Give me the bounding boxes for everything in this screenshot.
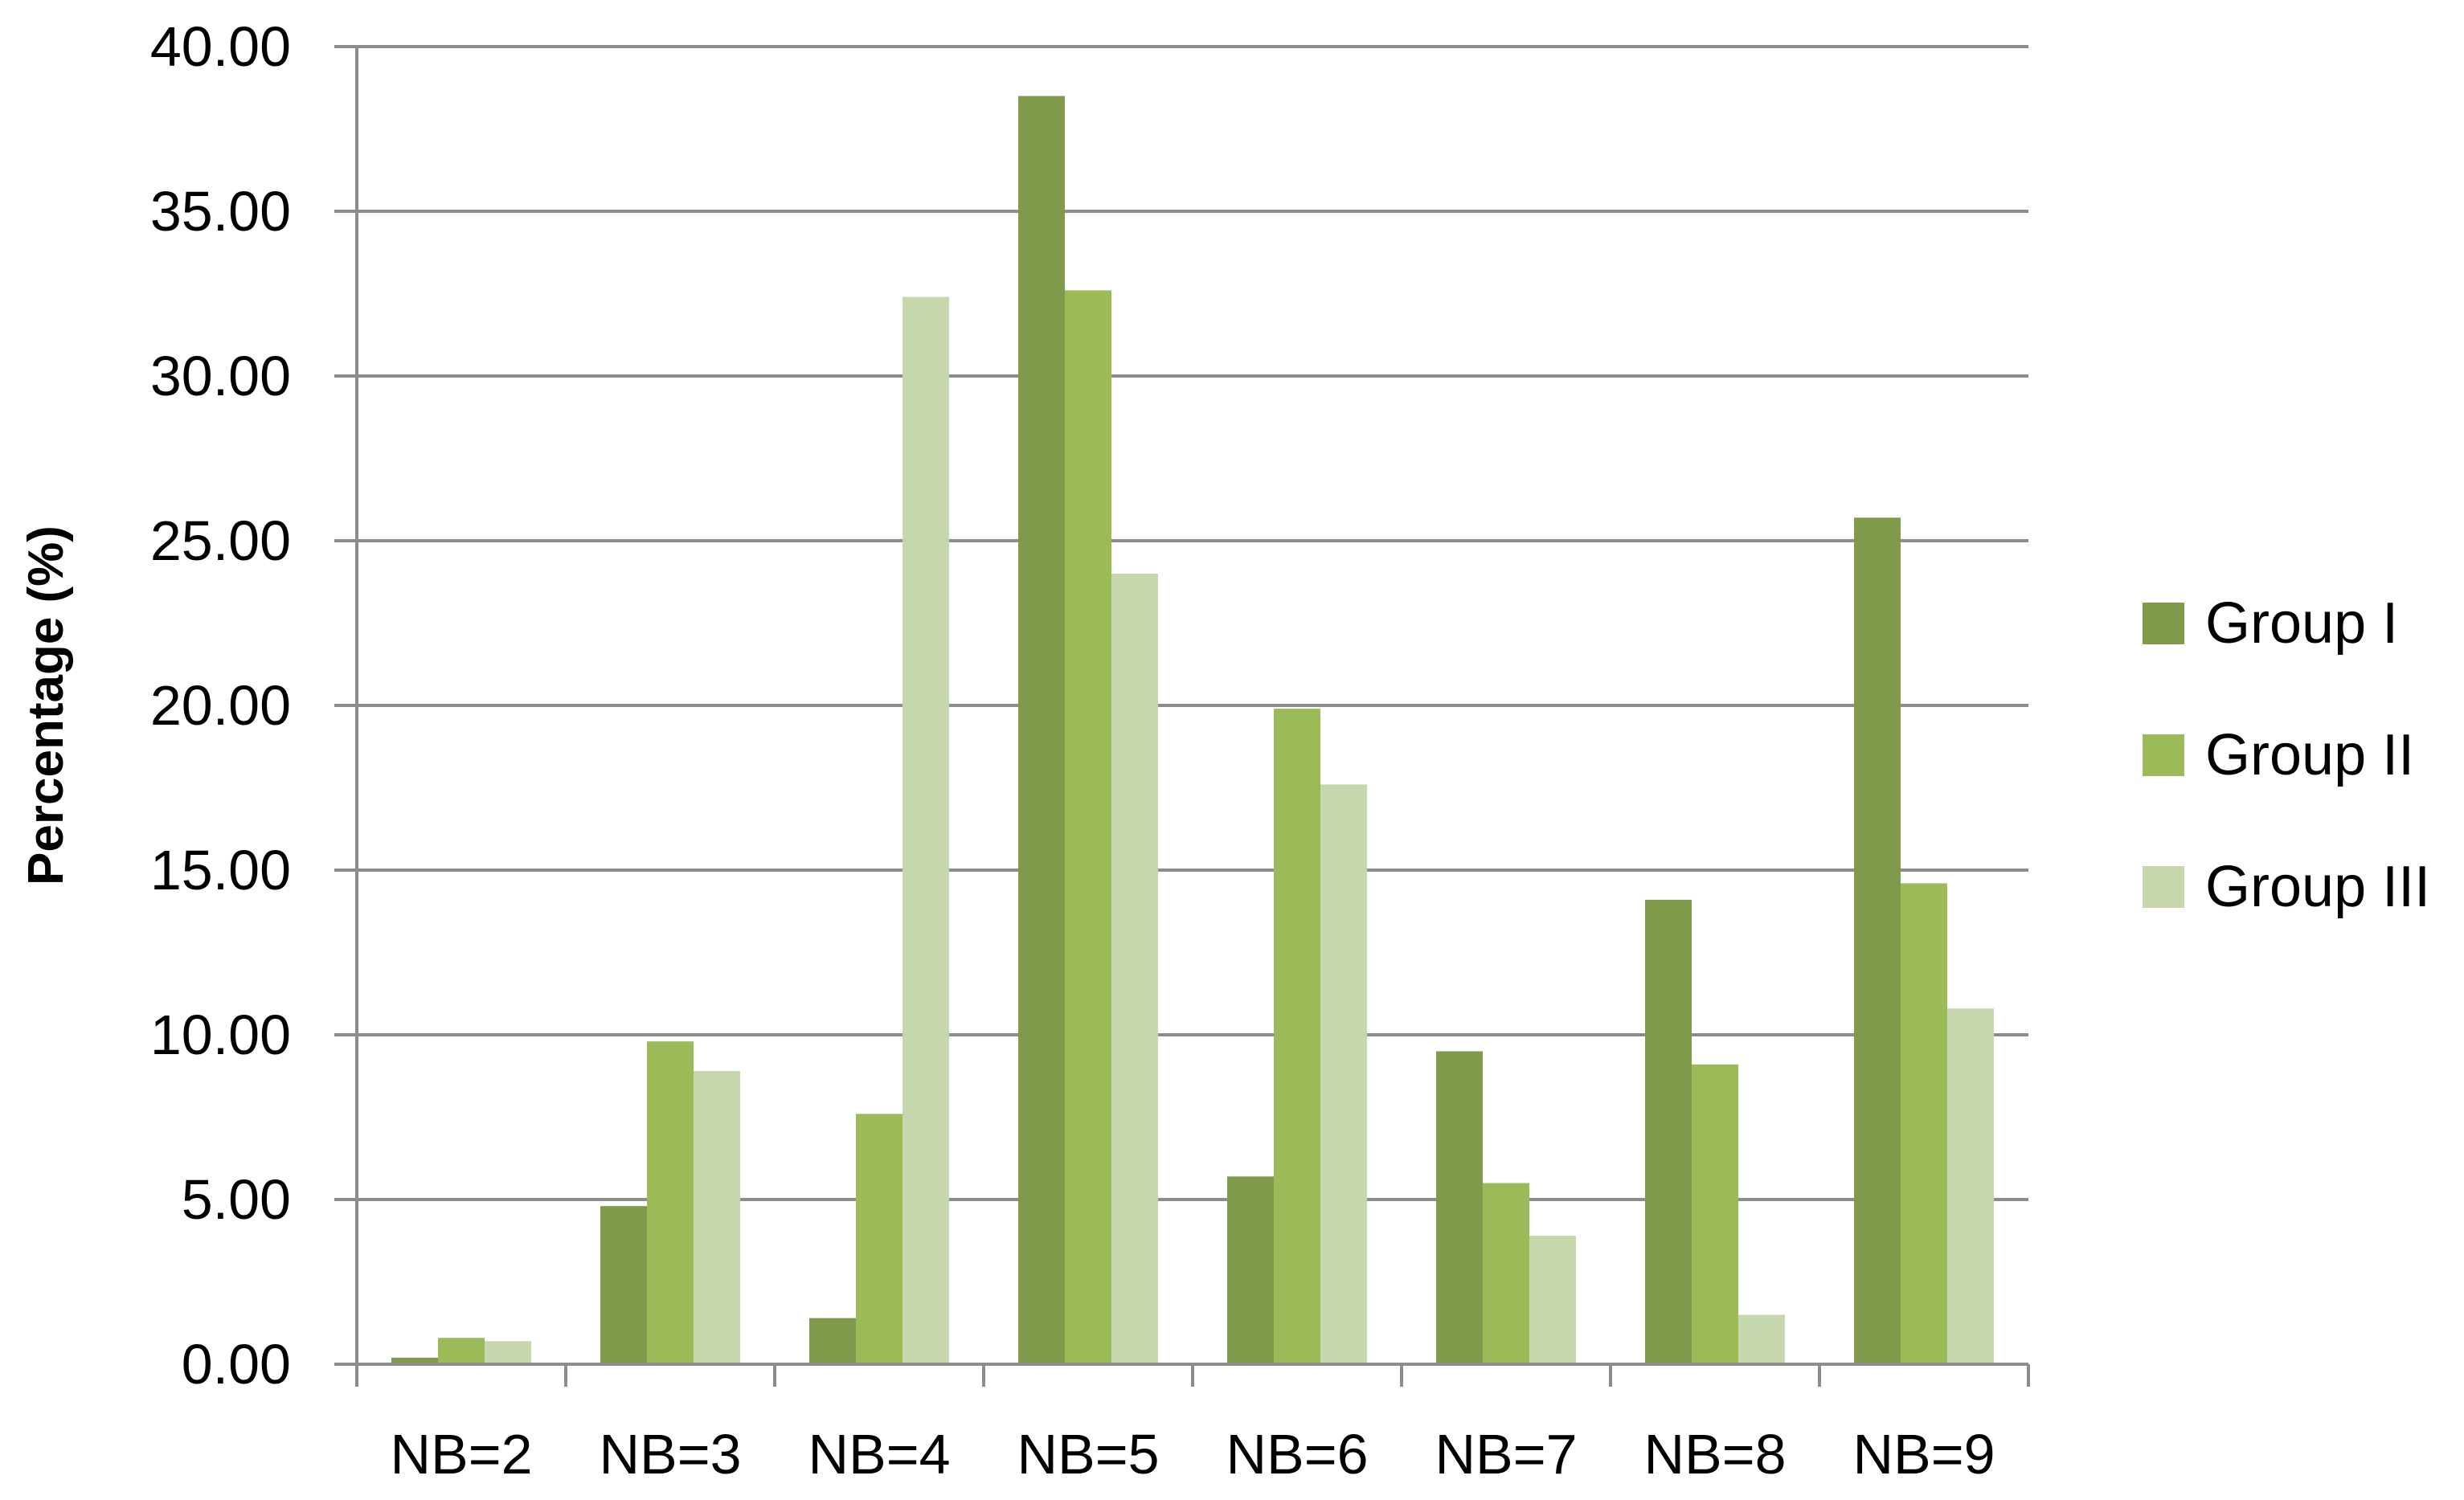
bar-group-iii-nb6 — [1320, 784, 1367, 1364]
bar-group-iii-nb2 — [485, 1341, 531, 1364]
bar-group-i-nb3 — [600, 1206, 647, 1364]
bar-group-iii-nb4 — [903, 296, 949, 1365]
bar-group-i-nb2 — [391, 1357, 438, 1364]
y-tick-label: 15.00 — [150, 839, 291, 901]
x-tick-label: NB=4 — [808, 1423, 950, 1486]
x-tick-label: NB=3 — [599, 1423, 741, 1486]
x-tick-label: NB=8 — [1643, 1423, 1786, 1486]
y-tick-label: 10.00 — [150, 1003, 291, 1066]
legend-swatch — [2143, 603, 2184, 644]
gridlines — [334, 45, 2028, 1201]
y-axis-label: Percentage (%) — [18, 525, 74, 885]
bar-group-iii-nb7 — [1529, 1236, 1576, 1364]
bar-group-i-nb5 — [1018, 96, 1065, 1364]
bar-group-i-nb8 — [1645, 899, 1692, 1364]
bar-group-ii-nb9 — [1901, 883, 1947, 1364]
bar-group-ii-nb2 — [438, 1338, 485, 1364]
legend-swatch — [2143, 866, 2184, 908]
bar-group-ii-nb7 — [1483, 1183, 1529, 1364]
bar-group-ii-nb4 — [856, 1114, 903, 1364]
bar-group-i-nb4 — [809, 1318, 856, 1364]
y-tick-label: 20.00 — [150, 674, 291, 737]
x-tick-label: NB=9 — [1852, 1423, 1995, 1486]
x-tick-label: NB=2 — [390, 1423, 532, 1486]
bars — [391, 96, 1994, 1365]
legend-label: Group II — [2205, 723, 2414, 787]
y-tick-label: 30.00 — [150, 345, 291, 407]
x-tick-label: NB=7 — [1435, 1423, 1577, 1486]
bar-group-iii-nb5 — [1111, 574, 1158, 1364]
legend: Group I Group II Group III — [2143, 591, 2430, 919]
y-tick-label: 0.00 — [182, 1333, 291, 1396]
bar-group-ii-nb5 — [1065, 290, 1111, 1364]
y-tick-label: 35.00 — [150, 180, 291, 243]
x-tick-label: NB=5 — [1017, 1423, 1159, 1486]
bar-group-iii-nb9 — [1947, 1008, 1994, 1364]
bar-group-ii-nb8 — [1692, 1064, 1738, 1364]
legend-swatch — [2143, 734, 2184, 776]
y-tick-label: 5.00 — [182, 1168, 291, 1231]
x-tick-labels: NB=2 NB=3 NB=4 NB=5 NB=6 NB=7 NB=8 NB=9 — [390, 1423, 1995, 1486]
legend-label: Group I — [2205, 591, 2398, 656]
x-tick-label: NB=6 — [1226, 1423, 1368, 1486]
y-tick-label: 25.00 — [150, 509, 291, 572]
bar-group-ii-nb3 — [647, 1041, 694, 1364]
axes — [334, 47, 2030, 1387]
bar-group-i-nb6 — [1227, 1176, 1274, 1364]
y-tick-label: 40.00 — [150, 15, 291, 78]
bar-group-iii-nb8 — [1738, 1314, 1785, 1364]
bar-group-i-nb7 — [1436, 1051, 1483, 1364]
legend-label: Group III — [2205, 855, 2430, 919]
bar-group-iii-nb3 — [694, 1071, 740, 1364]
bar-group-ii-nb6 — [1274, 709, 1320, 1364]
bar-group-i-nb9 — [1854, 517, 1901, 1364]
y-tick-labels: 0.00 5.00 10.00 15.00 20.00 25.00 30.00 35.00 40… — [150, 15, 291, 1396]
